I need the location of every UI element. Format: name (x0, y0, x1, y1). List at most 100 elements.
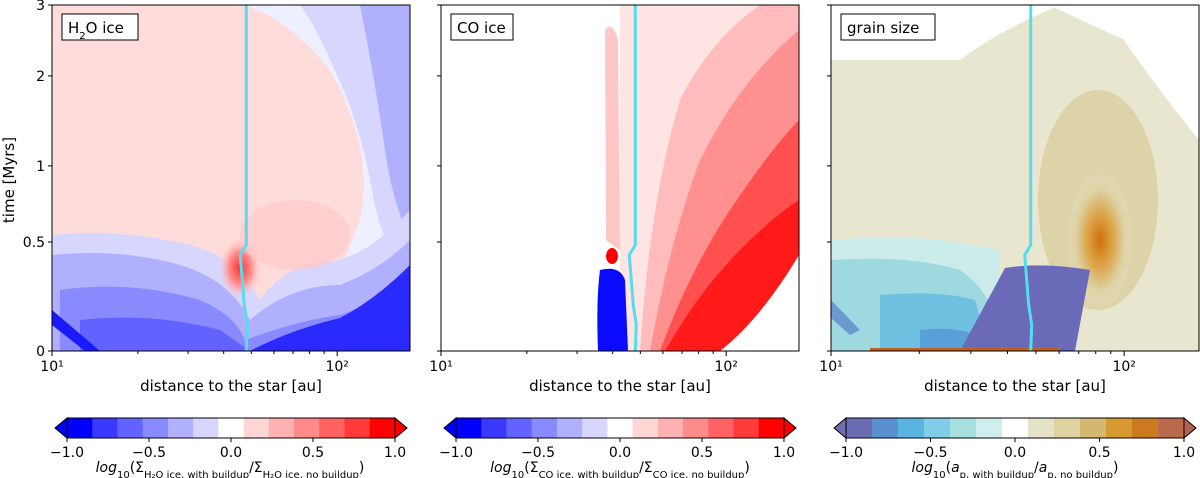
h2o-heatmap (52, 5, 410, 351)
co-colorbar-segment (582, 418, 608, 438)
co-y-ticks (437, 4, 441, 352)
grain-y-ticks (827, 4, 831, 352)
h2o-colorbar-segment (243, 418, 270, 438)
grain-colorbar-segment (924, 418, 951, 438)
co-inner-stripe (605, 26, 620, 250)
grain-colorbar-segment (872, 418, 899, 438)
co-blue-block (597, 268, 628, 351)
colorbar-tick-label: 1.0 (1173, 445, 1195, 461)
co-plot-frame (440, 4, 800, 352)
co-title: CO ice (457, 19, 506, 37)
grain-plot-frame (830, 4, 1200, 352)
h2o-red-halo (240, 200, 350, 270)
y-tick-label: 1 (36, 159, 45, 175)
x-tick-label: 10¹ (819, 359, 842, 375)
h2o-colorbar-segment (218, 418, 245, 438)
co-colorbar-segment (683, 418, 709, 438)
x-tick-label: 10² (325, 359, 348, 375)
h2o-x-axis-label: distance to the star [au] (140, 377, 322, 395)
colorbar-tick-label: −1.0 (439, 445, 473, 461)
grain-x-axis-label: distance to the star [au] (924, 377, 1106, 395)
h2o-colorbar-segment (142, 418, 169, 438)
co-colorbar-extend-low (443, 416, 457, 440)
h2o-inner-strip (52, 310, 100, 351)
co-colorbar-segment (733, 418, 760, 438)
co-snowline (627, 5, 638, 351)
co-colorbar-segment (531, 418, 558, 438)
co-field-white-corner (720, 255, 799, 351)
colorbar-tick-label: 0.5 (302, 445, 324, 461)
grain-snowline (1023, 5, 1034, 351)
h2o-title-box (61, 13, 139, 41)
grain-heatmap (831, 5, 1199, 351)
grain-bottom-strip (870, 348, 1060, 351)
co-title-box (450, 13, 514, 41)
grain-colorbar-segment (1132, 418, 1159, 438)
h2o-x-ticks: 10¹ 10² (40, 351, 349, 375)
grain-colorbar-segment (1158, 418, 1185, 438)
grain-colorbar-segment (898, 418, 925, 438)
co-x-ticks: 10¹ 10² (429, 351, 738, 375)
co-colorbar-segment (556, 418, 583, 438)
h2o-snowline (238, 5, 249, 351)
h2o-colorbar-segment (319, 418, 346, 438)
grain-field-white-right (1100, 5, 1199, 140)
h2o-colorbar-segment (167, 418, 194, 438)
panel-grain-size: grain size 10¹ 10² distance to the star [… (819, 4, 1200, 395)
h2o-field-blue (360, 5, 410, 240)
colorbar-tick-label: −0.5 (521, 445, 555, 461)
x-tick-label: 10² (1112, 359, 1135, 375)
h2o-y-ticks: 0 0.5 1 2 3 (23, 0, 52, 360)
y-tick-label: 2 (36, 69, 45, 85)
grain-purple-block (960, 265, 1090, 351)
co-heatmap (441, 5, 799, 351)
h2o-colorbar-segment (193, 418, 219, 438)
colorbar-tick-label: −0.5 (914, 445, 948, 461)
grain-colorbar-segment (1002, 418, 1029, 438)
co-colorbar-extend-high (783, 416, 797, 440)
h2o-colorbar-segment (268, 418, 295, 438)
grain-colorbar-extend-high (1183, 416, 1197, 440)
h2o-colorbar-segment (117, 418, 144, 438)
co-colorbar-segment (632, 418, 659, 438)
grain-colorbar-segment (1106, 418, 1133, 438)
colorbar-tick-label: 0.5 (1088, 445, 1110, 461)
colorbar-tick-label: 0.5 (691, 445, 713, 461)
co-colorbar-label: log10(ΣCO ice, with buildup/ΣCO ice, no … (490, 460, 750, 478)
grain-inner-dots (831, 300, 860, 335)
y-tick-label: 0 (36, 344, 45, 360)
co-colorbar: −1.0 −0.5 0.0 0.5 1.0 (439, 416, 797, 461)
h2o-colorbar-segment (67, 418, 93, 438)
grain-title-box (840, 13, 936, 41)
colorbar-tick-label: 1.0 (773, 445, 795, 461)
h2o-colorbar-segment (294, 418, 320, 438)
h2o-y-axis-label: time [Myrs] (0, 137, 18, 223)
co-colorbar-segment (607, 418, 634, 438)
y-tick-label: 3 (36, 0, 45, 14)
grain-title: grain size (847, 19, 919, 37)
colorbar-tick-label: −1.0 (50, 445, 84, 461)
h2o-plot-frame (51, 4, 411, 352)
grain-colorbar-segment (846, 418, 873, 438)
co-colorbar-segment (708, 418, 735, 438)
co-colorbar-segment (758, 418, 785, 438)
grain-colorbar-extend-low (833, 416, 847, 440)
co-red-spot (606, 248, 618, 264)
colorbar-tick-label: 0.0 (220, 445, 242, 461)
co-colorbar-segment (481, 418, 507, 438)
h2o-colorbar-label: log10(ΣH₂O ice, with buildup/ΣH₂O ice, n… (96, 460, 365, 478)
colorbar-tick-label: 0.0 (609, 445, 631, 461)
h2o-colorbar-segment (92, 418, 118, 438)
grain-colorbar-segment (976, 418, 1003, 438)
x-tick-label: 10¹ (40, 359, 63, 375)
h2o-colorbar-extend-low (54, 416, 68, 440)
grain-colorbar-segment (1080, 418, 1107, 438)
h2o-colorbar-extend-high (394, 416, 408, 440)
colorbar-tick-label: 1.0 (384, 445, 406, 461)
x-tick-label: 10² (714, 359, 737, 375)
colorbar-tick-label: 0.0 (1004, 445, 1026, 461)
panel-co-ice: CO ice 10¹ 10² distance to the star [au] (429, 4, 800, 395)
co-colorbar-segment (506, 418, 533, 438)
